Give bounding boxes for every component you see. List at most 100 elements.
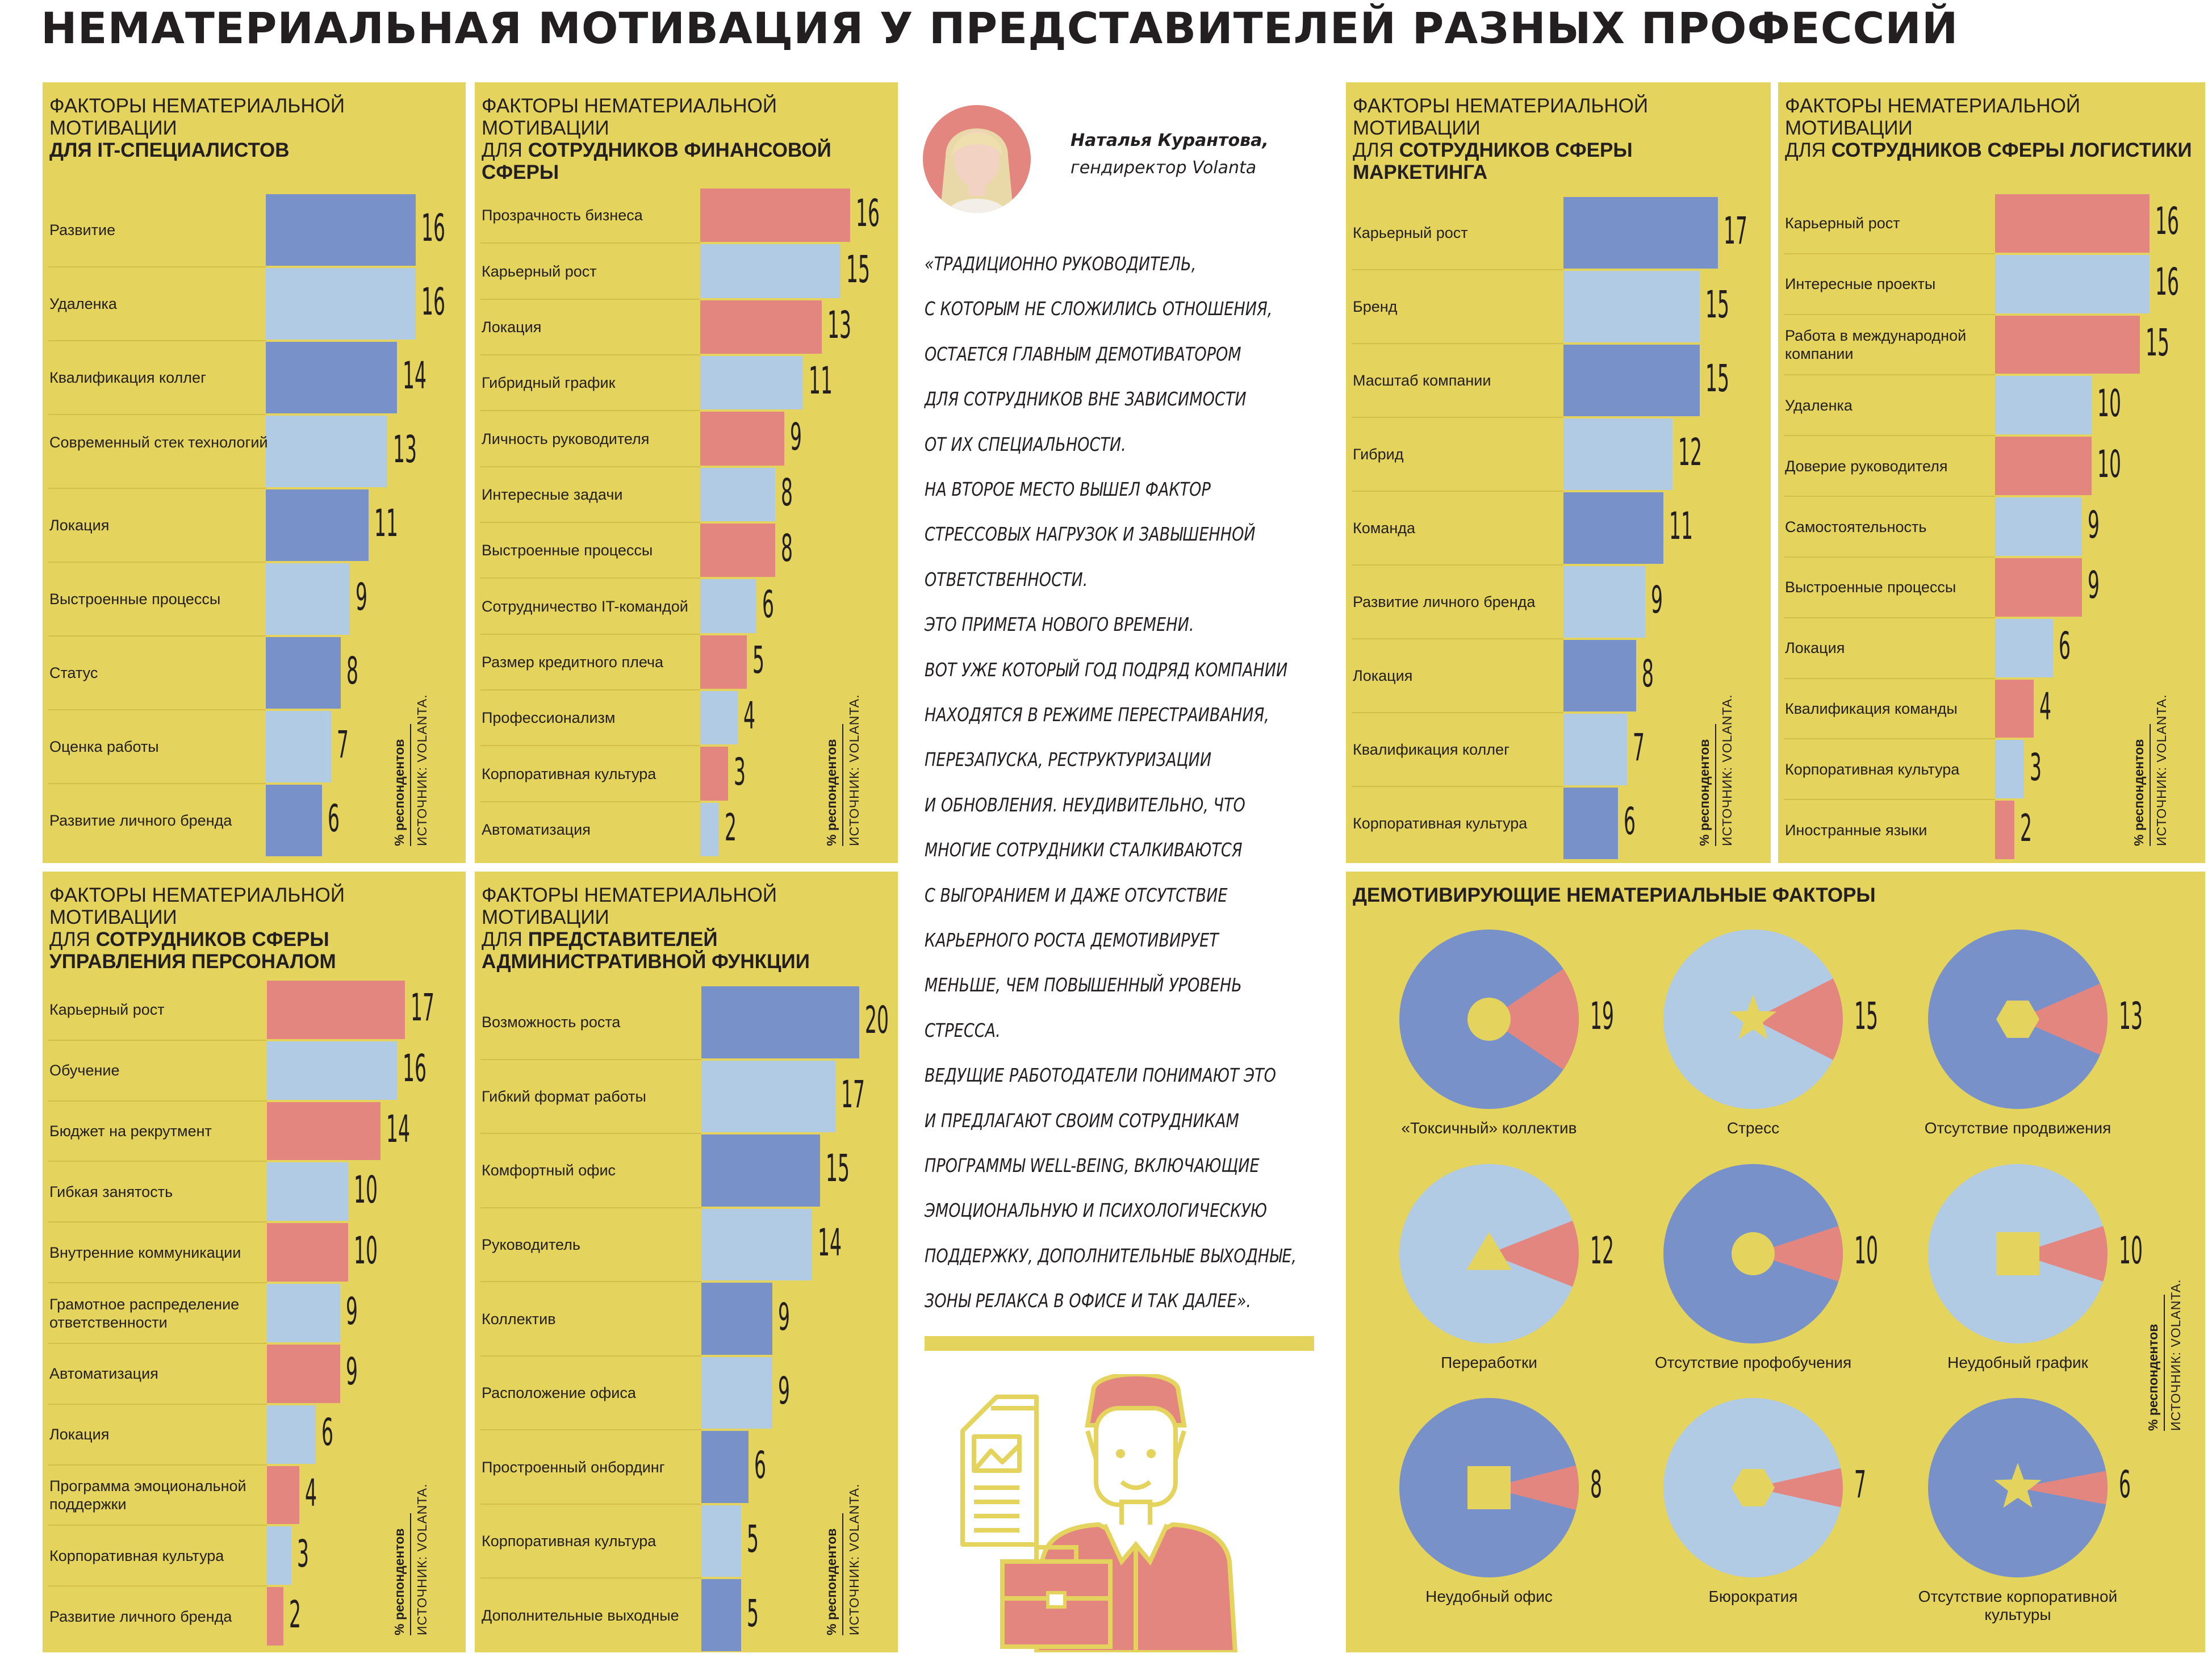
quote-line: ДЛЯ СОТРУДНИКОВ ВНЕ ЗАВИСИМОСТИ	[925, 388, 1247, 411]
bar-value-label: 16	[421, 280, 445, 324]
chart-bar	[700, 244, 841, 298]
chart-title: ДЕМОТИВИРУЮЩИЕ НЕМАТЕРИАЛЬНЫЕ ФАКТОРЫ	[1353, 884, 1876, 906]
bar-category-label: Личность руководителя	[482, 430, 650, 447]
bar-category-label: Карьерный рост	[1785, 215, 1900, 232]
bar-category-label: Выстроенные процессы	[1785, 579, 1956, 596]
row-separator	[480, 242, 700, 244]
bar-category-label: Дополнительные выходные	[482, 1606, 679, 1624]
row-separator	[1352, 712, 1563, 713]
chart-bar	[267, 981, 405, 1039]
bar-value-label: 2	[2019, 806, 2032, 850]
chart-title-plain: ДЛЯ	[482, 139, 528, 161]
bar-category-label: Команда	[1353, 520, 1416, 537]
circle-icon	[1467, 998, 1511, 1041]
pie-slice	[2018, 1471, 2108, 1505]
bar-value-label: 8	[780, 526, 793, 571]
source-divider	[842, 1513, 843, 1635]
chart-bar	[700, 747, 729, 801]
quote-line: ВОТ УЖЕ КОТОРЫЙ ГОД ПОДРЯД КОМПАНИИ	[925, 658, 1288, 681]
bar-category-label: Работа в международной компании	[1785, 327, 1967, 363]
row-separator	[48, 266, 266, 267]
source-divider	[410, 1513, 411, 1635]
chart-bar	[700, 189, 850, 242]
pie-value-label: 10	[1854, 1229, 1878, 1272]
bar-value-label: 4	[305, 1471, 317, 1515]
row-separator	[480, 1503, 701, 1505]
bar-category-label: Оценка работы	[49, 738, 159, 755]
chart-bar	[1563, 345, 1700, 416]
row-separator	[48, 1525, 267, 1526]
bar-category-label: Масштаб компании	[1353, 372, 1491, 389]
bar-value-label: 14	[402, 354, 426, 397]
pie-slice	[1753, 978, 1843, 1060]
quote-line: ПОДДЕРЖКУ, ДОПОЛНИТЕЛЬНЫЕ ВЫХОДНЫЕ,	[925, 1244, 1297, 1267]
quote-line: ОСТАЕТСЯ ГЛАВНЫМ ДЕМОТИВАТОРОМ	[925, 342, 1241, 365]
chart-bar	[1995, 194, 2150, 253]
pie-category-label: Стресс	[1726, 1119, 1780, 1137]
bar-category-label: Локация	[482, 318, 542, 336]
quote-author: Наталья Курантова,	[1071, 131, 1269, 150]
quote-line: ЭМОЦИОНАЛЬНУЮ И ПСИХОЛОГИЧЕСКУЮ	[925, 1199, 1268, 1222]
row-separator	[48, 1282, 267, 1284]
row-separator	[480, 1577, 701, 1579]
row-separator	[48, 562, 266, 563]
bar-value-label: 6	[762, 582, 774, 626]
bar-category-label: Развитие личного бренда	[1353, 593, 1536, 610]
bar-category-label: Размер кредитного плеча	[482, 653, 664, 671]
bar-value-label: 15	[2145, 321, 2169, 365]
chart-bar	[1563, 788, 1618, 859]
chart-title-prefix: ФАКТОРЫ НЕМАТЕРИАЛЬНОЙ МОТИВАЦИИ	[482, 884, 777, 928]
chart-bar	[267, 1344, 340, 1403]
chart-bar	[1995, 801, 2014, 859]
chart-bar	[266, 489, 369, 561]
pie-category-label: Переработки	[1441, 1354, 1537, 1371]
row-separator	[1784, 374, 1995, 376]
bar-category-label: Гибридный график	[482, 374, 616, 392]
bar-category-label: Доверие руководителя	[1785, 457, 1948, 475]
bar-category-label: Локация	[49, 1426, 110, 1443]
pie-category-label: Отсутствие продвижения	[1924, 1119, 2111, 1137]
bar-category-label: Карьерный рост	[482, 262, 597, 280]
row-separator	[48, 1039, 267, 1041]
bar-category-label: Комфортный офис	[482, 1162, 616, 1179]
chart-bar	[701, 1579, 741, 1651]
bar-category-label: Автоматизация	[49, 1365, 158, 1383]
source-divider	[842, 724, 843, 846]
bar-category-label: Корпоративная культура	[1353, 815, 1528, 832]
chart-bar	[701, 1060, 836, 1133]
pie-value-label: 10	[2119, 1229, 2143, 1272]
quote-line: «ТРАДИЦИОННО РУКОВОДИТЕЛЬ,	[925, 253, 1197, 275]
source-unit-label: % респондентов	[2146, 1324, 2160, 1431]
chart-bar	[1995, 497, 2082, 556]
pie-slice	[2018, 983, 2108, 1055]
pie-value-label: 19	[1590, 994, 1614, 1038]
quote-line: ЭТО ПРИМЕТА НОВОГО ВРЕМЕНИ.	[925, 613, 1194, 636]
row-separator	[480, 1429, 701, 1431]
bar-category-label: Возможность роста	[482, 1014, 621, 1031]
bar-value-label: 12	[1678, 430, 1702, 474]
bar-value-label: 7	[1633, 726, 1645, 769]
bar-value-label: 3	[734, 750, 746, 794]
bar-category-label: Бренд	[1353, 298, 1398, 315]
chart-bar	[1995, 376, 2092, 435]
bar-category-label: Развитие личного бренда	[49, 1607, 232, 1625]
row-separator	[1352, 491, 1563, 492]
row-separator	[480, 633, 700, 635]
bar-value-label: 9	[356, 575, 368, 619]
chart-bar	[701, 1357, 773, 1429]
bar-value-label: 9	[778, 1369, 791, 1413]
quote-line: ПЕРЕЗАПУСКА, РЕСТРУКТУРИЗАЦИИ	[925, 748, 1212, 771]
bar-category-label: Карьерный рост	[49, 1001, 165, 1019]
pie-category-label: Отсутствие корпоративной культуры	[1918, 1588, 2118, 1623]
bar-value-label: 3	[296, 1531, 309, 1576]
row-separator	[1352, 343, 1563, 344]
square-icon	[1996, 1232, 2039, 1275]
chart-bar	[1563, 271, 1700, 342]
bar-category-label: Простроенный онбординг	[482, 1458, 665, 1476]
bar-category-label: Локация	[49, 517, 110, 534]
pie-slice	[1489, 1465, 1579, 1510]
hexagon-icon	[1996, 1000, 2039, 1038]
row-separator	[48, 709, 266, 710]
bar-category-label: Руководитель	[482, 1236, 580, 1253]
bar-category-label: Корпоративная культура	[482, 765, 657, 782]
